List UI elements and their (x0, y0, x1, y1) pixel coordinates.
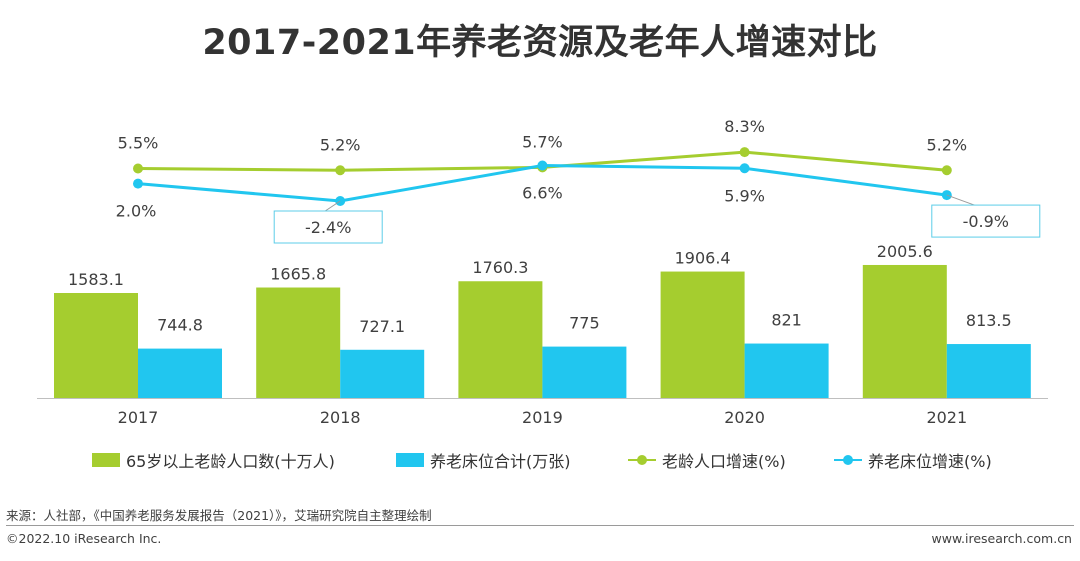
point-elderly-growth (739, 147, 750, 158)
bar-label-elderly-population: 1760.3 (472, 258, 528, 277)
bar-elderly-population (862, 264, 947, 398)
point-label-bed-growth: -2.4% (305, 218, 351, 237)
bar-label-beds: 821 (771, 311, 802, 330)
x-tick-label: 2018 (320, 408, 361, 427)
bar-beds (946, 344, 1031, 398)
bar-beds (138, 348, 222, 398)
legend-item-elderly-population: 65岁以上老龄人口数(十万人) (92, 448, 335, 472)
legend-label: 65岁以上老龄人口数(十万人) (126, 452, 335, 471)
point-bed-growth (537, 160, 548, 171)
legend-label: 养老床位增速(%) (868, 452, 992, 471)
bar-elderly-population (54, 293, 138, 398)
bar-label-beds: 744.8 (157, 316, 203, 335)
point-label-elderly-growth: 5.2% (320, 135, 361, 154)
legend-line-marker-blue (834, 453, 862, 467)
x-tick-label: 2021 (926, 408, 967, 427)
copyright: ©2022.10 iResearch Inc. (6, 531, 162, 546)
point-label-elderly-growth: 8.3% (724, 117, 765, 136)
point-elderly-growth (133, 163, 143, 174)
point-label-bed-growth: -0.9% (963, 212, 1009, 231)
website-link[interactable]: www.iresearch.com.cn (931, 531, 1073, 546)
chart-title: 2017-2021年养老资源及老年人增速对比 (202, 23, 878, 63)
bar-label-beds: 727.1 (359, 317, 405, 336)
footer-divider (6, 525, 1074, 526)
bar-label-beds: 775 (569, 314, 600, 333)
source-note: 来源：人社部，《中国养老服务发展报告（2021）》，艾瑞研究院自主整理绘制 (6, 508, 432, 523)
point-label-elderly-growth: 5.7% (522, 132, 563, 151)
legend-label: 养老床位合计(万张) (430, 452, 571, 471)
point-label-bed-growth: 6.6% (522, 184, 563, 203)
bar-elderly-population (660, 271, 745, 398)
bar-beds (542, 346, 627, 398)
point-label-bed-growth: 5.9% (724, 186, 765, 205)
point-label-elderly-growth: 5.2% (926, 135, 967, 154)
callout-box (273, 210, 383, 244)
point-elderly-growth (941, 165, 952, 176)
legend-item-elderly-growth: 老龄人口增速(%) (628, 448, 786, 472)
point-elderly-growth (335, 165, 346, 176)
legend-item-bed-growth: 养老床位增速(%) (834, 448, 992, 472)
legend-item-beds: 养老床位合计(万张) (396, 448, 571, 472)
chart-canvas: 1583.1 744.8 2017 1665.8 727.1 2018 1760.3 775 2… (37, 117, 1048, 427)
bar-elderly-population (256, 287, 341, 398)
legend-swatch-blue (396, 453, 424, 467)
bar-label-elderly-population: 1906.4 (675, 249, 731, 268)
x-tick-label: 2019 (522, 408, 563, 427)
bar-beds (340, 349, 425, 398)
legend-label: 老龄人口增速(%) (662, 452, 786, 471)
legend-line-marker-green (628, 453, 656, 467)
bar-label-beds: 813.5 (966, 311, 1012, 330)
point-bed-growth (133, 178, 143, 189)
bar-label-elderly-population: 1583.1 (68, 270, 124, 289)
bar-label-elderly-population: 1665.8 (270, 265, 326, 284)
bar-beds (744, 343, 829, 398)
point-bed-growth (739, 163, 750, 174)
callout-box (931, 204, 1041, 238)
x-tick-label: 2020 (724, 408, 765, 427)
chart-legend: 65岁以上老龄人口数(十万人) 养老床位合计(万张) 老龄人口增速(%) 养老床… (0, 448, 1080, 472)
bar-label-elderly-population: 2005.6 (877, 242, 933, 261)
x-tick-label: 2017 (118, 408, 159, 427)
point-label-bed-growth: 2.0% (116, 202, 157, 221)
point-label-elderly-growth: 5.5% (118, 134, 159, 153)
legend-swatch-green (92, 453, 120, 467)
bar-elderly-population (458, 281, 543, 398)
